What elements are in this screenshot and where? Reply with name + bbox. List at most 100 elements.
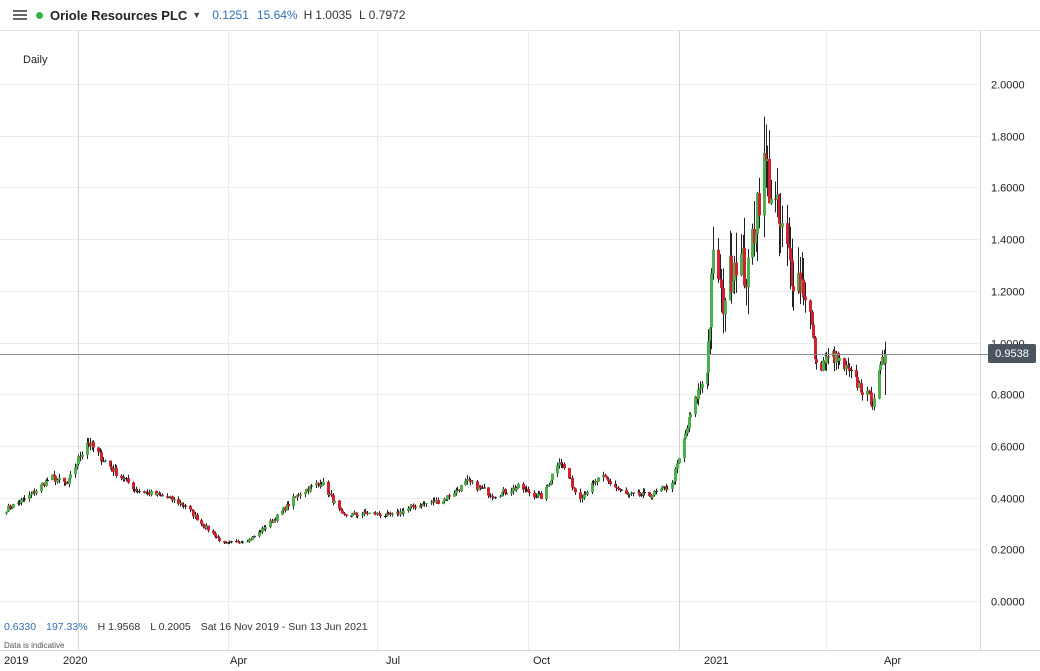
- candle-body: [355, 512, 358, 515]
- candle-body: [491, 495, 494, 497]
- candlestick-chart[interactable]: 2.00001.80001.60001.40001.20001.00000.80…: [0, 31, 1040, 650]
- candle-body: [161, 495, 164, 497]
- candle-body: [315, 482, 318, 486]
- y-tick-label: 0.2000: [991, 545, 1025, 557]
- candle-body: [483, 487, 486, 489]
- candle-body: [856, 377, 859, 388]
- candle-body: [412, 504, 415, 507]
- candle-body: [63, 477, 66, 482]
- range-change: 0.6330: [4, 621, 37, 633]
- range-high: H 1.9568: [97, 621, 141, 633]
- low-label: L: [358, 8, 366, 22]
- x-tick-label: 2019: [4, 655, 29, 667]
- candle-body: [837, 352, 840, 361]
- candle-body: [422, 503, 425, 507]
- quote-change-percent: 15.64%: [256, 8, 298, 22]
- candle-body: [430, 502, 433, 504]
- candle-body: [797, 272, 800, 292]
- candle-body: [386, 512, 389, 516]
- chevron-down-icon[interactable]: ▼: [192, 10, 202, 20]
- candle-body: [286, 503, 289, 511]
- candle-body: [361, 514, 364, 516]
- candle-body: [307, 488, 310, 492]
- candle-body: [561, 463, 564, 465]
- candle-body: [409, 506, 412, 509]
- range-low: L 0.2005: [150, 621, 191, 633]
- date-range: Sat 16 Nov 2019 - Sun 13 Jun 2021: [200, 621, 368, 633]
- candle-body: [489, 495, 492, 497]
- candle-body: [642, 492, 645, 496]
- candle-body: [619, 489, 622, 491]
- candle-body: [110, 466, 113, 469]
- candle-body: [535, 496, 538, 498]
- candle-body: [376, 512, 379, 515]
- candle-body: [592, 482, 595, 484]
- candle-body: [602, 474, 605, 478]
- candle-body: [28, 494, 31, 500]
- candle-body: [127, 478, 130, 483]
- candle-body: [617, 487, 620, 490]
- candle-body: [181, 502, 184, 505]
- current-price-tag: 0.9538: [988, 344, 1036, 363]
- candle-body: [476, 481, 479, 491]
- candle-body: [51, 474, 54, 481]
- candle-body: [510, 491, 513, 494]
- candle-body: [469, 479, 472, 483]
- candle-body: [663, 486, 666, 488]
- candle-body: [648, 491, 651, 496]
- candle-body: [499, 496, 502, 498]
- candle-body: [81, 454, 84, 457]
- candle-body: [858, 383, 861, 388]
- candle-body: [676, 463, 679, 469]
- candle-body: [212, 530, 215, 534]
- candle-body: [407, 508, 410, 511]
- candle-body: [5, 511, 8, 514]
- candle-body: [251, 536, 254, 540]
- candle-body: [136, 491, 139, 493]
- candle-body: [765, 153, 768, 162]
- candle-body: [202, 523, 205, 527]
- instrument-name[interactable]: Oriole Resources PLC: [50, 7, 188, 23]
- candle-body: [666, 488, 669, 490]
- candle-body: [512, 487, 515, 492]
- data-disclaimer: Data is indicative: [4, 641, 65, 650]
- candle-body: [517, 483, 520, 489]
- candle-body: [717, 249, 720, 279]
- candle-body: [478, 485, 481, 491]
- candle-body: [133, 489, 136, 491]
- candle-body: [189, 505, 192, 510]
- candle-body: [584, 493, 587, 495]
- candle-body: [884, 354, 887, 364]
- candle-body: [479, 485, 482, 488]
- candle-body: [781, 223, 784, 228]
- menu-icon[interactable]: [13, 8, 27, 23]
- candle-body: [597, 477, 600, 482]
- candle-body: [296, 494, 299, 498]
- candle-body: [745, 285, 748, 288]
- candle-body: [546, 485, 549, 488]
- x-tick-label: Oct: [533, 655, 551, 667]
- candle-body: [878, 370, 881, 399]
- candle-body: [364, 511, 367, 513]
- candle-body: [143, 491, 146, 493]
- candle-body: [515, 488, 518, 491]
- candle-body: [712, 249, 715, 274]
- candle-body: [661, 486, 664, 489]
- candles: [0, 116, 988, 545]
- candle-body: [269, 520, 272, 528]
- candle-body: [722, 288, 725, 315]
- candle-body: [135, 489, 138, 492]
- candle-body: [446, 495, 449, 500]
- low-value: 0.7972: [368, 8, 406, 22]
- candle-body: [881, 356, 884, 365]
- y-tick-label: 1.2000: [991, 287, 1025, 299]
- candle-body: [871, 405, 874, 408]
- candle-body: [53, 474, 56, 477]
- interval-label[interactable]: Daily: [23, 54, 48, 66]
- candle-body: [281, 510, 284, 515]
- candle-body: [697, 389, 700, 400]
- candle-body: [643, 491, 646, 493]
- candle-body: [720, 279, 723, 289]
- candle-body: [271, 520, 274, 523]
- candle-body: [327, 481, 330, 495]
